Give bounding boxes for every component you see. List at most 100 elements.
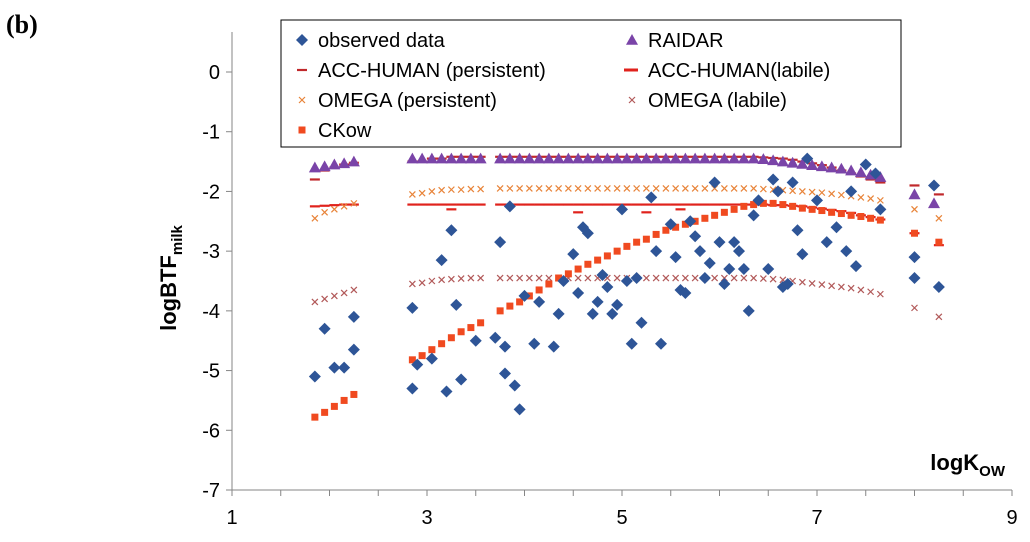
point-observed <box>406 382 419 395</box>
point-ckow <box>935 238 943 246</box>
point-omega-labile <box>828 282 836 290</box>
point-ckow <box>613 247 621 255</box>
point-ckow <box>564 270 572 278</box>
x-stroke <box>642 185 650 192</box>
x-stroke <box>628 96 636 104</box>
x-stroke <box>311 298 319 306</box>
point-ckow <box>545 280 553 288</box>
point-ckow <box>740 202 748 210</box>
point-observed <box>742 304 755 317</box>
point-omega-persistent <box>691 185 699 192</box>
point-raidar <box>435 152 448 164</box>
point-observed <box>850 260 862 273</box>
x-stroke <box>603 185 611 192</box>
point-ckow <box>477 319 485 327</box>
point-raidar <box>737 152 750 164</box>
x-stroke <box>633 185 641 192</box>
point-omega-persistent <box>428 188 436 195</box>
point-omega-labile <box>691 274 699 282</box>
point-raidar <box>494 152 507 164</box>
point-ckow <box>818 207 826 215</box>
series-omega-persistent <box>311 185 943 222</box>
point-ckow <box>701 214 709 222</box>
point-observed <box>435 254 448 267</box>
point-raidar <box>767 154 780 166</box>
panel-label: (b) <box>6 10 38 39</box>
point-omega-labile <box>867 288 875 296</box>
legend-entry-ckow: CKow <box>298 120 372 142</box>
point-observed <box>581 227 594 240</box>
x-stroke <box>730 185 738 192</box>
x-stroke <box>477 185 485 193</box>
legend-entry-raidar: RAIDAR <box>626 30 724 52</box>
point-raidar <box>786 156 799 168</box>
point-omega-persistent <box>672 185 680 192</box>
point-observed <box>567 248 580 261</box>
point-observed <box>513 403 526 416</box>
point-ckow <box>808 205 816 213</box>
point-observed <box>528 337 541 350</box>
x-stroke <box>828 190 836 198</box>
y-tick-label: -1 <box>202 122 220 144</box>
x-stroke <box>350 199 358 207</box>
point-observed <box>338 361 351 374</box>
x-stroke <box>867 288 875 296</box>
point-omega-persistent <box>506 185 514 192</box>
point-ckow <box>730 205 738 213</box>
point-observed <box>752 194 765 207</box>
x-stroke <box>876 290 884 298</box>
point-observed <box>625 337 638 350</box>
point-raidar <box>445 152 458 164</box>
x-stroke <box>418 189 426 197</box>
point-observed <box>869 167 882 180</box>
point-omega-persistent <box>408 190 416 198</box>
x-stroke <box>545 185 553 192</box>
x-stroke <box>911 304 918 312</box>
point-ckow <box>769 199 777 207</box>
point-omega-persistent <box>564 185 572 192</box>
point-ckow <box>311 413 319 421</box>
point-observed <box>728 236 741 249</box>
x-stroke <box>321 208 329 216</box>
series-ckow <box>311 199 943 421</box>
point-omega-labile <box>730 274 738 282</box>
point-observed <box>508 379 521 392</box>
point-omega-persistent <box>789 187 797 195</box>
point-ckow <box>652 230 660 238</box>
x-stroke <box>769 275 777 283</box>
point-observed <box>679 286 692 299</box>
x-stroke <box>623 185 631 192</box>
x-stroke <box>672 185 680 192</box>
point-omega-labile <box>574 274 582 282</box>
x-stroke <box>584 185 592 192</box>
point-observed <box>596 269 609 282</box>
x-stroke <box>555 185 563 192</box>
point-ckow <box>633 238 641 246</box>
point-raidar <box>650 152 663 164</box>
point-observed <box>874 203 887 216</box>
point-observed <box>791 224 804 237</box>
point-omega-persistent <box>857 193 865 201</box>
point-omega-labile <box>818 281 826 289</box>
point-observed <box>932 280 945 293</box>
x-stroke <box>535 274 543 282</box>
legend-label: RAIDAR <box>648 30 724 52</box>
point-omega-persistent <box>867 195 875 203</box>
point-observed <box>347 343 360 356</box>
point-raidar <box>845 164 858 176</box>
point-ckow <box>447 334 455 342</box>
point-omega-labile <box>847 284 855 292</box>
point-observed <box>664 218 677 231</box>
point-omega-persistent <box>828 190 836 198</box>
point-ckow <box>506 302 514 310</box>
point-observed <box>908 272 921 285</box>
x-stroke <box>340 289 348 297</box>
point-observed <box>708 176 721 189</box>
point-omega-labile <box>330 292 338 300</box>
point-omega-persistent <box>311 214 319 222</box>
point-observed <box>630 272 643 285</box>
x-stroke <box>321 295 329 303</box>
x-stroke <box>438 276 446 284</box>
x-stroke <box>438 186 446 194</box>
point-omega-labile <box>457 275 465 283</box>
